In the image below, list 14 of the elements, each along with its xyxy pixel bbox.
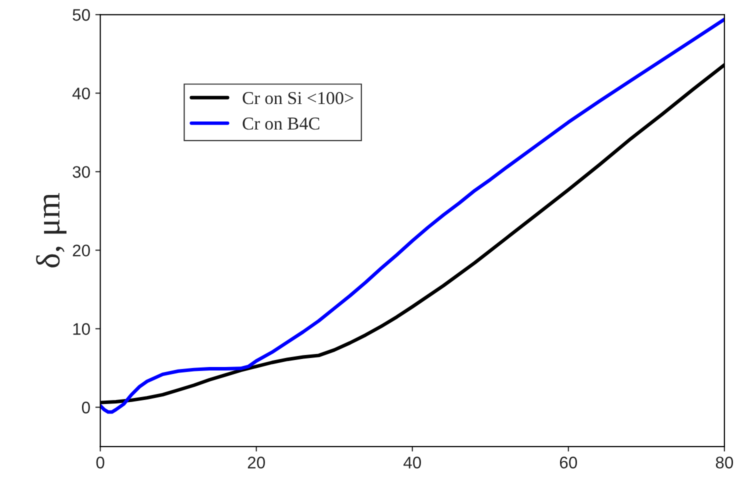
y-tick-label: 40 [72, 88, 90, 100]
legend-label: Cr on B4C [242, 118, 320, 130]
x-tick-label: 60 [560, 456, 578, 468]
y-tick-label: 20 [72, 244, 90, 256]
legend-label: Cr on Si <100> [242, 92, 354, 104]
y-tick-label: 30 [72, 166, 90, 178]
x-tick-label: 80 [716, 456, 734, 468]
y-tick-label: 0 [82, 402, 90, 414]
y-axis-title: δ, μm [36, 193, 66, 268]
x-tick-label: 0 [96, 456, 104, 468]
x-tick-label: 20 [248, 456, 265, 468]
y-tick-label: 10 [73, 323, 90, 335]
x-tick-label: 40 [403, 456, 421, 468]
y-tick-label: 50 [72, 9, 90, 21]
